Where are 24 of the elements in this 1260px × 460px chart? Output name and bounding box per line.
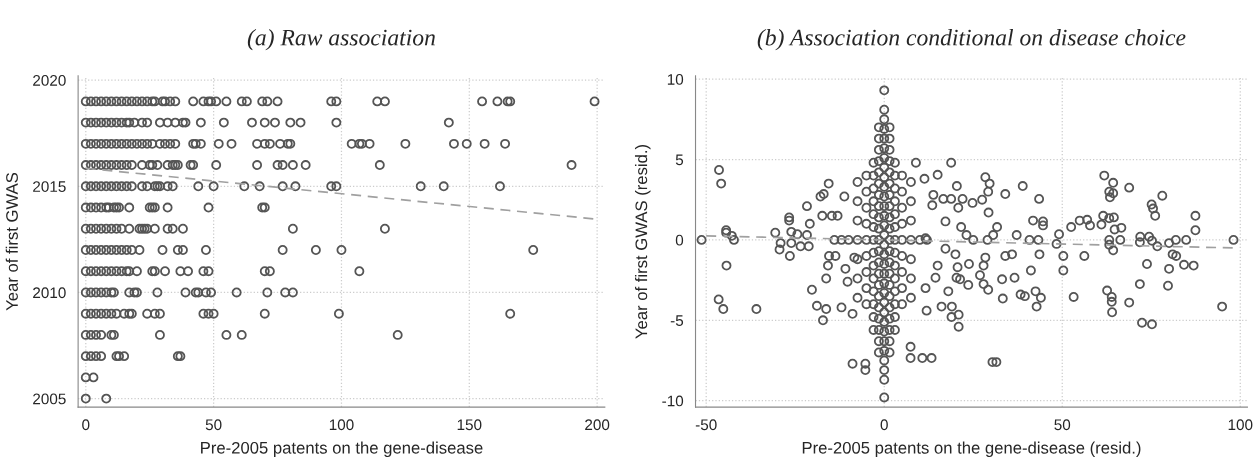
x-tick-label: -50: [695, 419, 717, 431]
x-tick-label: 50: [1054, 419, 1071, 431]
x-tick-label: 100: [1228, 419, 1253, 431]
y-tick-label: 2005: [33, 393, 66, 405]
y-tick-label: 0: [675, 234, 684, 246]
x-axis-title: Pre-2005 patents on the gene-disease: [201, 441, 483, 458]
x-tick-label: 0: [880, 419, 888, 431]
chart-title: (b) Association conditional on disease choice: [757, 28, 1186, 51]
x-tick-label: 200: [585, 419, 610, 431]
x-tick-label: 50: [205, 419, 222, 431]
y-axis-title: Year of first GWAS: [5, 172, 18, 311]
x-axis-title: Pre-2005 patents on the gene-disease (resid.): [802, 441, 1141, 458]
y-tick-label: 10: [667, 73, 684, 85]
y-tick-label: -5: [670, 315, 684, 326]
y-tick-label: 2010: [33, 287, 66, 299]
chart-title: (a) Raw association: [247, 28, 435, 51]
x-tick-label: 100: [329, 419, 354, 431]
y-tick-label: -10: [662, 395, 684, 407]
y-axis-title: Year of first GWAS (resid.): [634, 144, 651, 339]
x-tick-label: 150: [457, 419, 482, 431]
x-tick-label: 0: [82, 419, 90, 431]
y-tick-label: 2020: [33, 75, 66, 86]
y-tick-label: 5: [675, 154, 684, 166]
y-tick-label: 2015: [33, 181, 66, 192]
